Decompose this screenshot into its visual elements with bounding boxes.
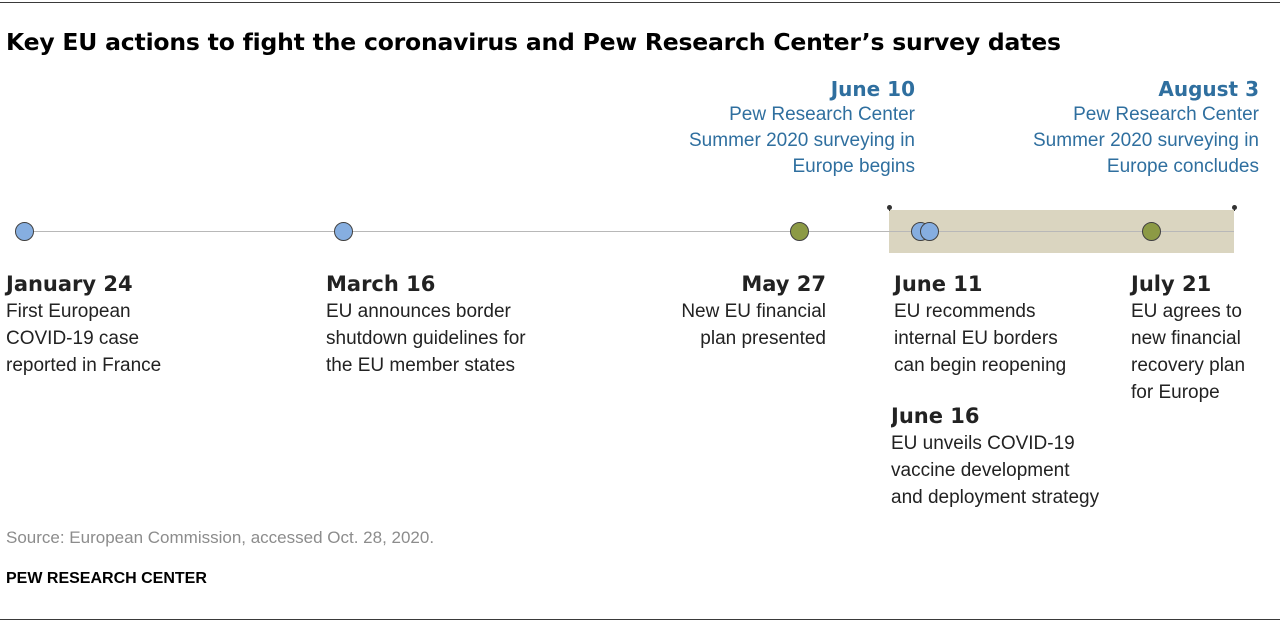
- top-rule: [0, 2, 1280, 3]
- survey-start-text: Pew Research Center Summer 2020 surveyin…: [689, 104, 915, 177]
- event-date: June 16: [891, 404, 980, 428]
- survey-start-annotation: June 10 Pew Research Center Summer 2020 …: [689, 76, 915, 180]
- event-label-may-27: May 27 New EU financial plan presented: [681, 270, 826, 352]
- event-description: First European COVID-19 case reported in…: [6, 301, 162, 376]
- chart-title: Key EU actions to fight the coronavirus …: [6, 28, 1061, 56]
- event-dot-july-21: [1141, 222, 1161, 241]
- event-dot-may-27: [789, 222, 809, 241]
- event-label-march-16: March 16 EU announces border shutdown gu…: [326, 270, 526, 379]
- event-label-july-21: July 21 EU agrees to new financial recov…: [1131, 270, 1245, 406]
- timeline-axis: [24, 231, 1234, 232]
- event-label-june-16: June 16 EU unveils COVID-19 vaccine deve…: [891, 402, 1099, 508]
- event-description: EU recommends internal EU borders can be…: [894, 301, 1067, 376]
- event-label-june-11: June 11 EU recommends internal EU border…: [894, 270, 1066, 379]
- event-dot-march-16: [333, 222, 353, 241]
- event-label-january-24: January 24 First European COVID-19 case …: [6, 270, 161, 379]
- event-dot-june-16: [919, 222, 939, 241]
- survey-end-text: Pew Research Center Summer 2020 surveyin…: [1033, 104, 1259, 177]
- event-description: EU unveils COVID-19 vaccine development …: [891, 433, 1100, 508]
- event-description: EU announces border shutdown guidelines …: [326, 301, 526, 376]
- organization-name: PEW RESEARCH CENTER: [6, 570, 207, 587]
- event-dot-january-24: [14, 222, 34, 241]
- survey-start-tick: [889, 207, 890, 211]
- bottom-rule: [0, 619, 1280, 620]
- event-date: July 21: [1131, 272, 1212, 296]
- event-date: January 24: [6, 272, 133, 296]
- survey-end-annotation: August 3 Pew Research Center Summer 2020…: [1033, 76, 1259, 180]
- survey-end-tick: [1234, 207, 1235, 211]
- event-description: EU agrees to new financial recovery plan…: [1131, 301, 1246, 403]
- survey-end-date: August 3: [1158, 77, 1259, 101]
- event-description: New EU financial plan presented: [681, 301, 826, 349]
- event-date: May 27: [741, 272, 826, 296]
- source-note: Source: European Commission, accessed Oc…: [6, 528, 435, 547]
- survey-start-date: June 10: [830, 77, 915, 101]
- event-date: March 16: [326, 272, 436, 296]
- event-date: June 11: [894, 272, 983, 296]
